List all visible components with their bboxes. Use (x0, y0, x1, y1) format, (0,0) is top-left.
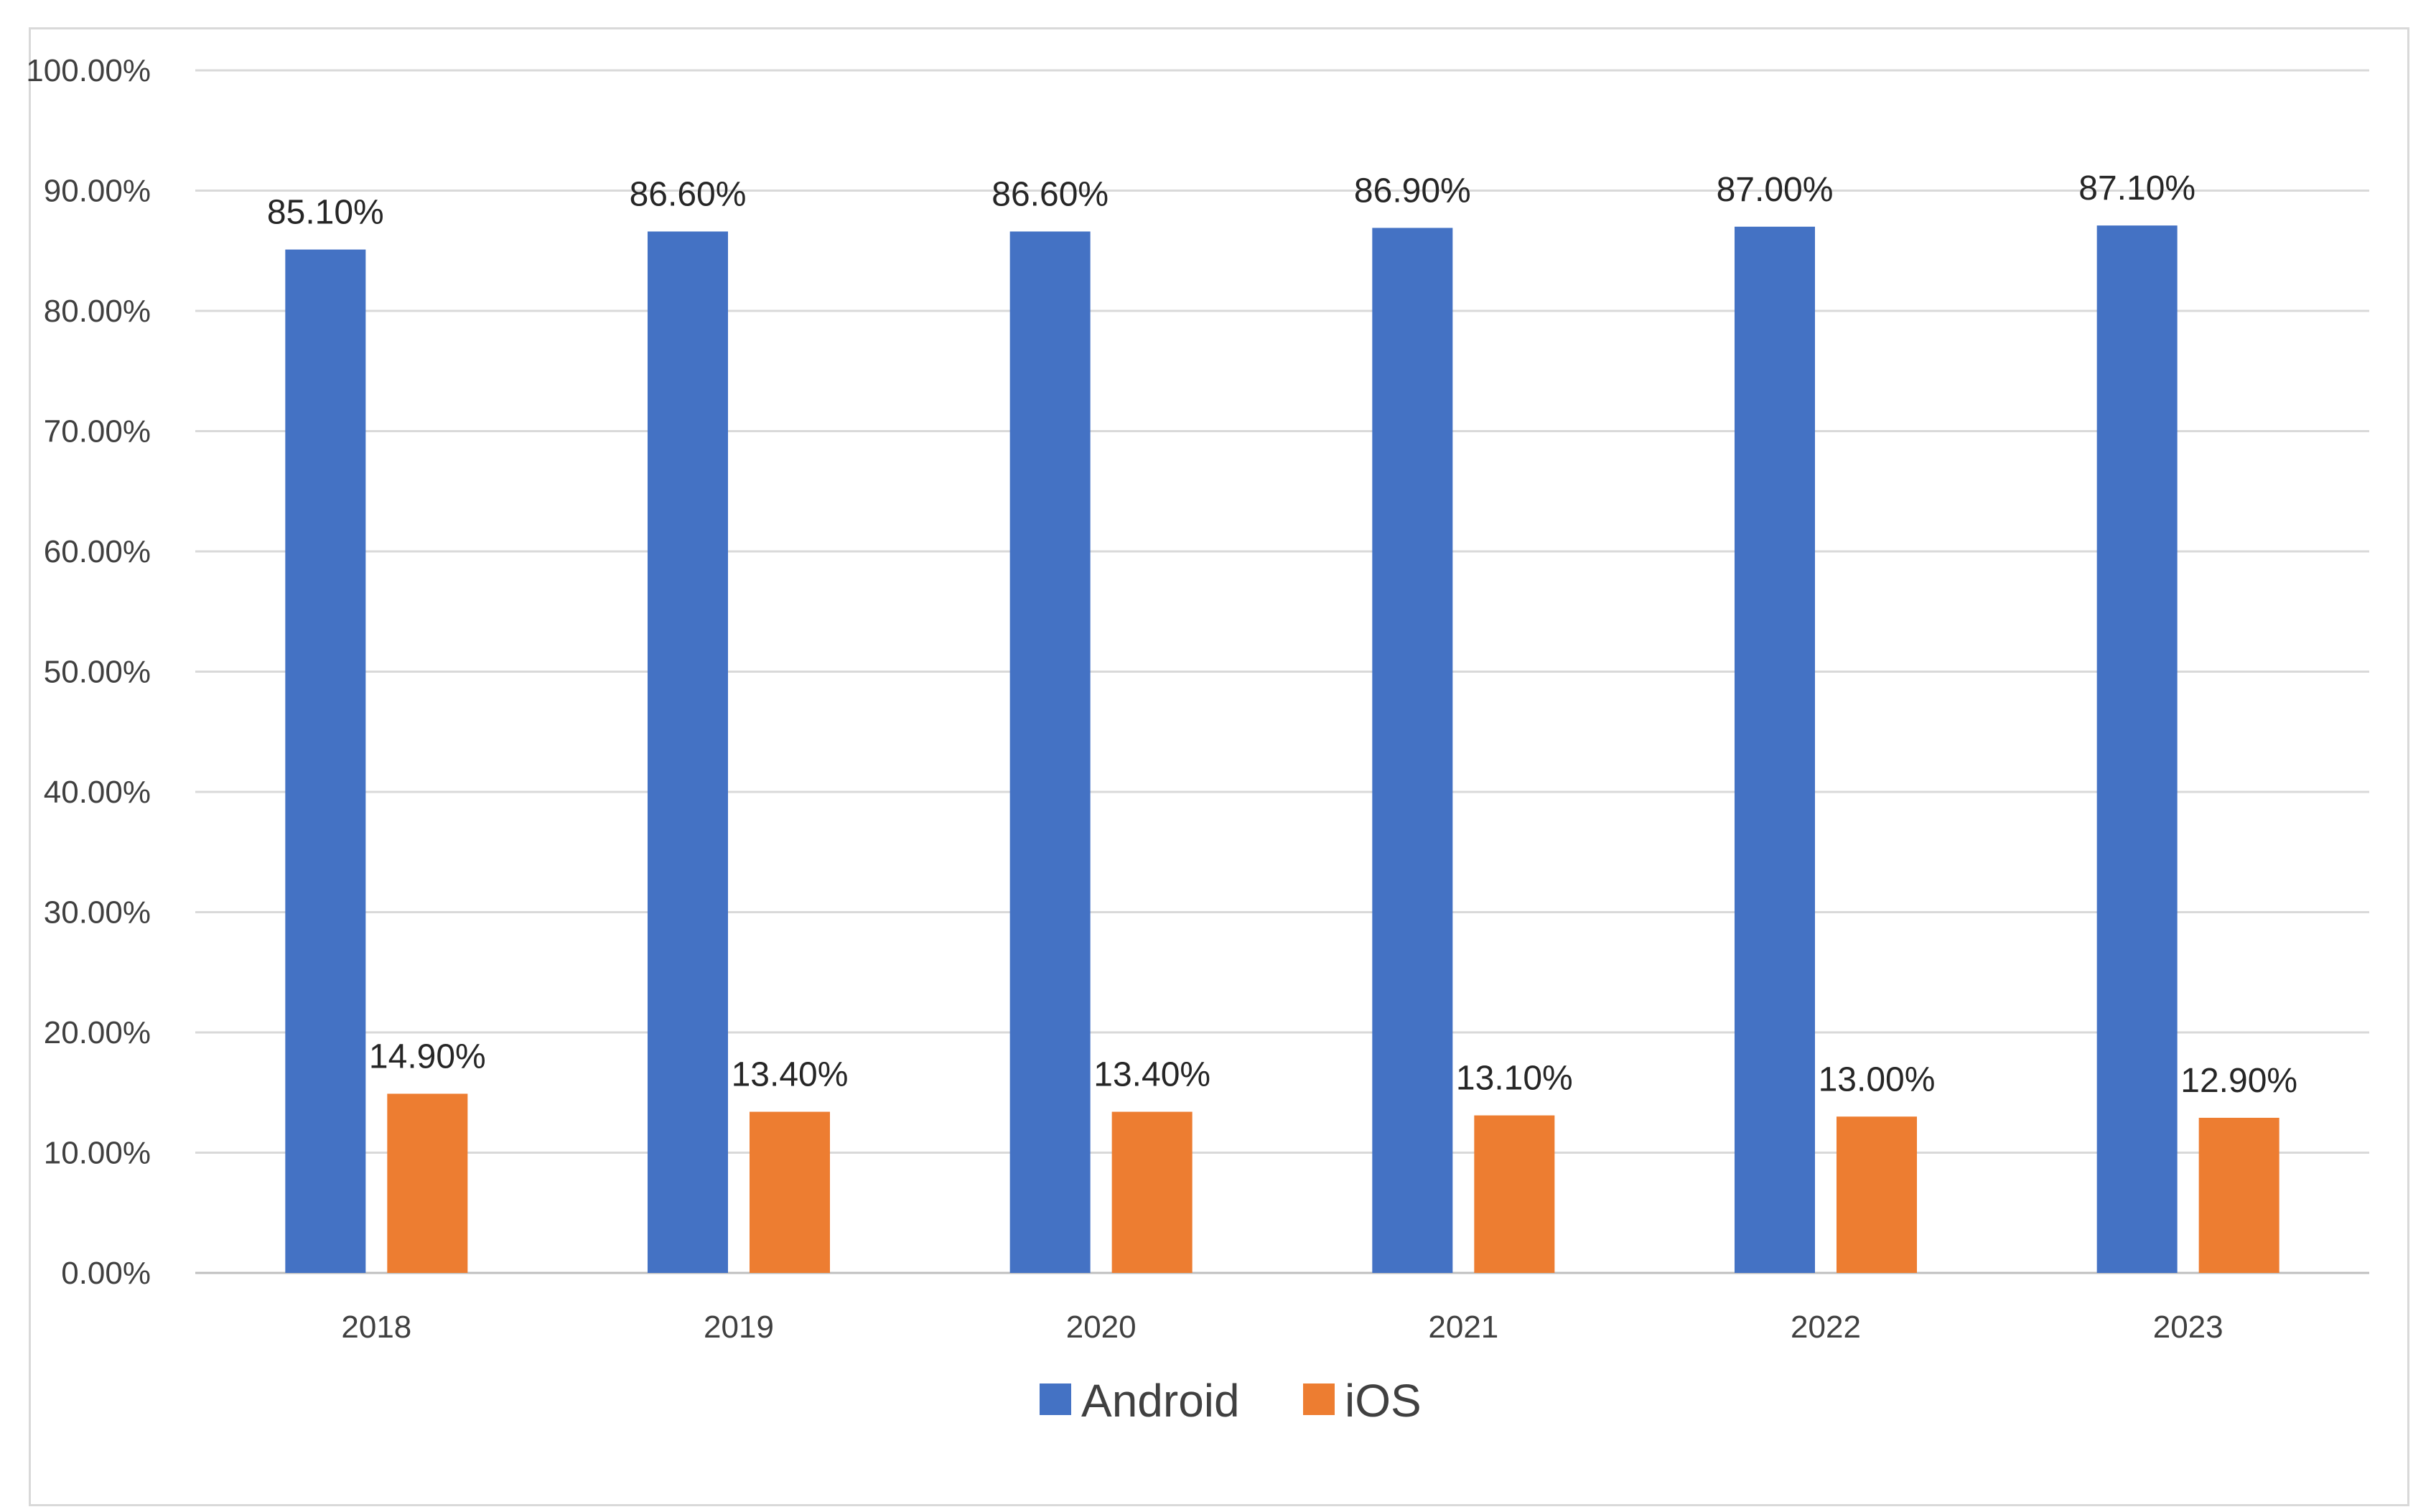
y-tick-label: 10.00% (44, 1136, 151, 1171)
data-label: 87.00% (1717, 171, 1834, 209)
y-tick-label: 70.00% (44, 414, 151, 449)
y-tick-label: 0.00% (61, 1256, 151, 1291)
y-tick-label: 60.00% (44, 534, 151, 569)
bar-android-2019 (648, 231, 728, 1274)
bar-ios-2019 (750, 1111, 830, 1273)
bar-android-2018 (285, 249, 366, 1274)
legend-swatch-android (1040, 1383, 1071, 1415)
data-label: 13.00% (1819, 1060, 1936, 1098)
y-tick-label: 20.00% (44, 1015, 151, 1050)
legend-label-ios: iOS (1345, 1375, 1422, 1427)
bar-android-2022 (1735, 226, 1815, 1273)
data-label: 86.60% (630, 175, 747, 213)
data-label: 12.90% (2180, 1062, 2297, 1100)
x-tick-label: 2021 (1428, 1310, 1498, 1345)
data-label: 13.10% (1456, 1060, 1573, 1098)
data-label: 86.60% (991, 175, 1109, 213)
bar-ios-2021 (1474, 1115, 1555, 1273)
y-tick-label: 90.00% (44, 174, 151, 209)
x-tick-label: 2022 (1791, 1310, 1861, 1345)
data-label: 14.90% (369, 1037, 486, 1075)
bar-ios-2022 (1837, 1116, 1917, 1273)
x-tick-label: 2018 (341, 1310, 411, 1345)
y-tick-label: 30.00% (44, 895, 151, 930)
data-label: 87.10% (2078, 169, 2195, 207)
y-tick-label: 100.00% (26, 53, 151, 88)
x-tick-label: 2020 (1066, 1310, 1137, 1345)
legend-swatch-ios (1303, 1383, 1335, 1415)
x-tick-label: 2023 (2153, 1310, 2223, 1345)
legend-label-android: Android (1081, 1375, 1240, 1427)
y-tick-label: 40.00% (44, 775, 151, 810)
bar-ios-2020 (1111, 1111, 1193, 1273)
data-label: 13.40% (1093, 1056, 1210, 1094)
y-tick-label: 80.00% (44, 294, 151, 329)
bar-ios-2023 (2198, 1117, 2279, 1273)
bar-android-2020 (1009, 231, 1091, 1274)
y-tick-label: 50.00% (44, 655, 151, 690)
bar-android-2023 (2096, 225, 2178, 1274)
data-label: 13.40% (732, 1056, 849, 1094)
bar-ios-2018 (387, 1093, 468, 1273)
data-label: 86.90% (1354, 172, 1471, 210)
bar-android-2021 (1372, 228, 1453, 1273)
x-tick-label: 2019 (704, 1310, 774, 1345)
data-label: 85.10% (267, 194, 384, 232)
